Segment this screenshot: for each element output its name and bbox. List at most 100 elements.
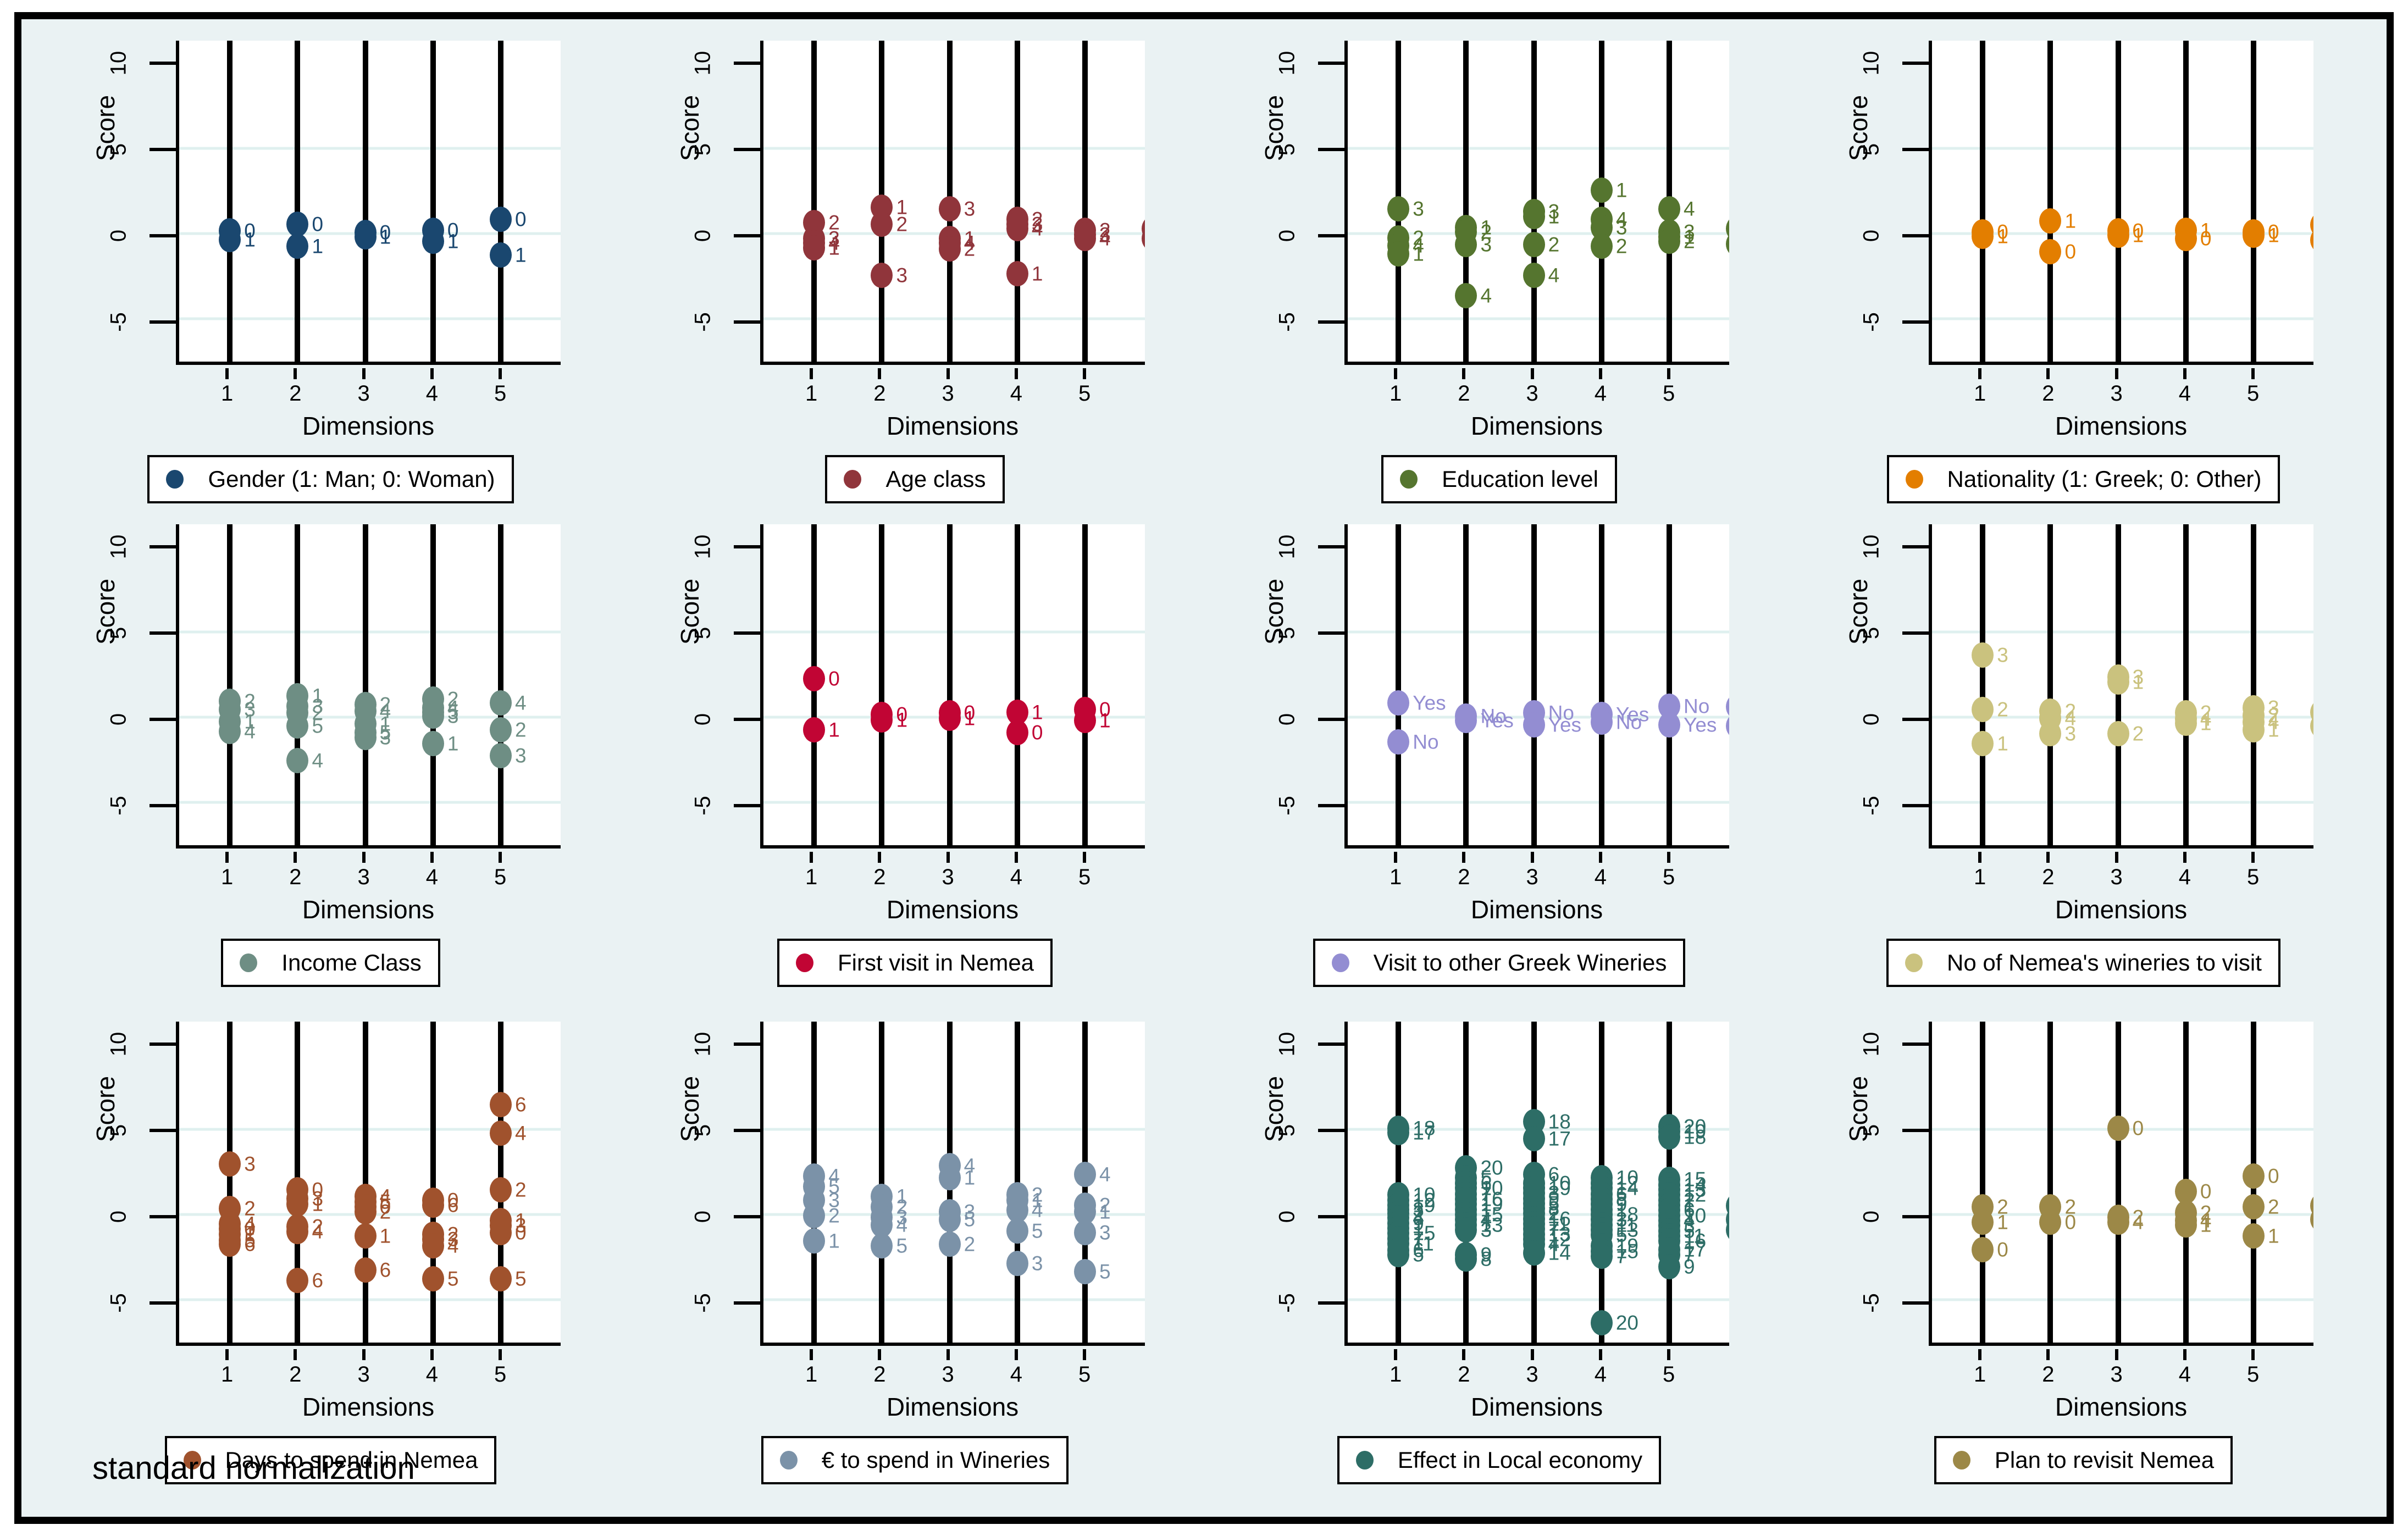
gridline bbox=[1932, 317, 2313, 320]
y-tick-mark bbox=[734, 1042, 760, 1046]
dimension-line bbox=[879, 1022, 885, 1343]
data-point-label: 6 bbox=[244, 1233, 256, 1256]
gridline bbox=[179, 630, 561, 634]
x-tick-label: 5 bbox=[1662, 1362, 1675, 1387]
data-point bbox=[1523, 1240, 1545, 1266]
dimension-line bbox=[430, 41, 436, 362]
data-point bbox=[1387, 241, 1410, 267]
gridline bbox=[1932, 147, 2313, 150]
data-point-label: 1 bbox=[1997, 732, 2008, 755]
data-point-label: 0 bbox=[244, 1217, 256, 1240]
data-point bbox=[2107, 720, 2129, 746]
data-point-label: 1 bbox=[964, 1166, 976, 1189]
y-tick-label: 10 bbox=[690, 51, 715, 76]
x-tick-label: 3 bbox=[2110, 1362, 2123, 1387]
data-point-label: 0 bbox=[1031, 721, 1043, 744]
data-point-label: 1 bbox=[1031, 701, 1043, 724]
data-point-label: 1 bbox=[828, 718, 840, 741]
gridline bbox=[1348, 317, 1729, 320]
data-point-label: 1 bbox=[1413, 242, 1424, 265]
x-axis-title: Dimensions bbox=[886, 895, 1019, 924]
y-tick-mark bbox=[150, 1128, 176, 1132]
data-point-label: 1 bbox=[312, 1193, 324, 1216]
y-tick-label: 10 bbox=[106, 534, 131, 559]
x-axis-title: Dimensions bbox=[1470, 895, 1603, 924]
data-point-label: 4 bbox=[2132, 1211, 2144, 1234]
y-tick-mark bbox=[150, 234, 176, 237]
data-point-label: 17 bbox=[1413, 1121, 1436, 1144]
data-point-label: 1 bbox=[1099, 709, 1111, 732]
x-tick-label: 4 bbox=[2178, 381, 2191, 406]
data-point-label: 13 bbox=[1548, 1223, 1571, 1246]
data-point-label: 1 bbox=[2200, 1213, 2212, 1236]
y-tick-mark bbox=[734, 234, 760, 237]
data-point-label: 1 bbox=[244, 1223, 256, 1246]
data-point-label: 1 bbox=[896, 1185, 908, 1208]
x-tick-mark bbox=[362, 852, 366, 863]
data-point bbox=[490, 1177, 512, 1202]
data-point-label: 2 bbox=[244, 690, 256, 712]
x-tick-mark bbox=[430, 852, 434, 863]
dimension-line bbox=[2183, 41, 2189, 362]
data-point-label: 6 bbox=[1684, 1199, 1695, 1222]
data-point-label: 5 bbox=[379, 721, 391, 744]
data-point-label: 4 bbox=[2200, 707, 2212, 730]
data-point-label: 1 bbox=[379, 1224, 391, 1247]
data-point-label: 5 bbox=[828, 1175, 840, 1198]
x-tick-mark bbox=[430, 1349, 434, 1360]
y-tick-label: 0 bbox=[106, 229, 131, 242]
data-point bbox=[1006, 1250, 1028, 1276]
data-point-label: 2 bbox=[515, 1178, 527, 1201]
x-tick-label: 4 bbox=[1010, 865, 1022, 889]
gridline bbox=[763, 147, 1145, 150]
plot-area-wrap: Score 10 5 0 -5 4 5 3 2 1 1 2 3 4 5 4 1 3 5 2 2 1 4 5 3 4 2 1 3 5 1 2 3 4… bbox=[676, 1022, 1145, 1387]
x-tick-mark bbox=[225, 1349, 229, 1360]
gridline bbox=[179, 317, 561, 320]
data-point bbox=[490, 690, 512, 716]
x-tick-label: 1 bbox=[220, 865, 234, 889]
y-tick-label: 10 bbox=[106, 51, 131, 76]
data-point bbox=[1658, 1124, 1681, 1150]
x-axis-title: Dimensions bbox=[886, 412, 1019, 440]
y-tick-label: 0 bbox=[106, 713, 131, 725]
data-point-label: 12 bbox=[1684, 1183, 1707, 1206]
data-point-label: 7 bbox=[1615, 1245, 1628, 1268]
y-tick-mark bbox=[1318, 717, 1344, 721]
data-point-label: 2 bbox=[244, 1197, 256, 1220]
gridline bbox=[179, 801, 561, 804]
x-tick-mark bbox=[1978, 852, 1982, 863]
data-point-label: 6 bbox=[312, 1269, 324, 1292]
dimension-line bbox=[1531, 524, 1537, 845]
x-tick-mark bbox=[1598, 852, 1602, 863]
data-point bbox=[1590, 234, 1613, 259]
dimension-line bbox=[1396, 524, 1402, 845]
gridline bbox=[763, 317, 1145, 320]
y-tick-label: -5 bbox=[1859, 795, 1884, 816]
data-point-label: 2 bbox=[1413, 226, 1424, 249]
x-axis-title: Dimensions bbox=[1470, 412, 1603, 440]
y-tick-label: 5 bbox=[106, 143, 131, 156]
data-point bbox=[2243, 1223, 2265, 1249]
y-tick-label: -5 bbox=[1275, 1293, 1299, 1313]
data-point bbox=[803, 717, 826, 743]
data-point bbox=[2243, 1163, 2265, 1189]
data-point bbox=[1387, 1119, 1410, 1145]
data-point-label: 6 bbox=[1413, 1239, 1424, 1262]
x-axis-title: Dimensions bbox=[1470, 1393, 1603, 1421]
y-tick-mark bbox=[1902, 147, 1929, 151]
data-point-label: 3 bbox=[1480, 1218, 1492, 1241]
data-point bbox=[803, 235, 826, 261]
dimension-line bbox=[362, 524, 368, 845]
data-point bbox=[871, 211, 893, 237]
data-point-label: 1 bbox=[1548, 205, 1560, 228]
legend-gender: Gender (1: Man; 0: Woman) bbox=[147, 455, 514, 503]
data-point-label: 13 bbox=[1684, 1178, 1707, 1201]
data-point-label: 2 bbox=[828, 1204, 840, 1227]
y-tick-mark bbox=[150, 803, 176, 807]
data-point-label: No bbox=[1615, 711, 1642, 734]
x-tick-mark bbox=[294, 368, 297, 379]
data-point bbox=[938, 236, 961, 262]
legend-days-to-spend: Days to spend in Nemea bbox=[164, 1436, 497, 1484]
x-tick-mark bbox=[1462, 852, 1466, 863]
